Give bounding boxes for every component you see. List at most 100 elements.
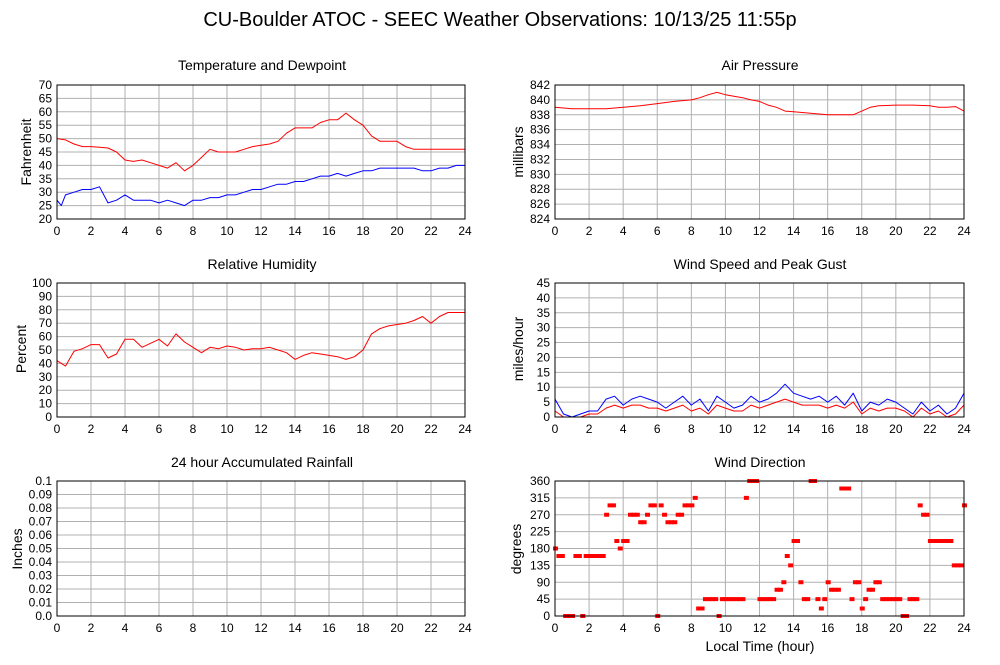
data-point: [610, 503, 616, 508]
x-tick-label: 18: [356, 422, 370, 436]
x-tick-label: 16: [322, 224, 336, 238]
y-tick-label: 0.07: [29, 515, 53, 529]
y-tick-label: 10: [537, 380, 551, 394]
y-tick-label: 20: [537, 350, 551, 364]
x-tick-label: 4: [620, 422, 627, 436]
y-tick-label: 65: [39, 91, 53, 105]
x-tick-label: 18: [855, 224, 869, 238]
x-tick-label: 22: [424, 224, 438, 238]
x-tick-label: 14: [288, 422, 302, 436]
x-tick-label: 12: [254, 422, 268, 436]
data-point: [944, 539, 950, 543]
series-line-red: [56, 312, 465, 367]
data-point: [815, 597, 821, 602]
y-tick-label: 315: [530, 491, 550, 505]
data-point: [825, 580, 831, 585]
y-tick-label: 10: [39, 397, 53, 411]
chart-title: Wind Direction: [714, 454, 805, 470]
x-axis-label: Local Time (hour): [706, 638, 815, 654]
x-tick-label: 8: [190, 621, 197, 635]
data-point: [887, 597, 893, 602]
x-tick-label: 24: [458, 224, 472, 238]
y-tick-label: 135: [530, 558, 550, 572]
y-tick-label: 828: [530, 182, 550, 196]
data-point: [880, 597, 886, 602]
data-point: [617, 546, 623, 551]
chart-title: Temperature and Dewpoint: [178, 57, 346, 73]
series-line-red: [56, 112, 465, 172]
y-axis-label: degrees: [508, 524, 524, 575]
data-point: [614, 539, 620, 543]
x-tick-label: 8: [688, 224, 695, 238]
data-point: [958, 563, 964, 568]
x-tick-label: 0: [552, 422, 559, 436]
x-tick-label: 4: [122, 422, 129, 436]
data-point: [907, 597, 913, 602]
data-point: [842, 486, 848, 491]
data-point: [948, 539, 954, 543]
data-point: [627, 512, 633, 517]
x-tick-label: 18: [356, 224, 370, 238]
data-point: [781, 580, 787, 585]
x-tick-label: 4: [122, 621, 129, 635]
data-point: [829, 587, 835, 592]
data-point: [910, 597, 916, 602]
data-point: [774, 587, 780, 592]
data-point: [771, 597, 777, 602]
data-point: [788, 563, 794, 568]
x-tick-label: 10: [719, 224, 733, 238]
y-tick-label: 0.1: [35, 474, 52, 488]
y-tick-label: 60: [39, 330, 53, 344]
y-tick-label: 842: [530, 78, 550, 92]
data-point: [914, 597, 920, 602]
page-title: CU-Boulder ATOC - SEEC Weather Observati…: [203, 9, 796, 31]
data-point: [597, 554, 603, 558]
x-tick-label: 10: [220, 422, 234, 436]
data-point: [590, 554, 596, 558]
x-tick-label: 10: [220, 621, 234, 635]
data-point: [856, 580, 862, 585]
x-tick-label: 2: [586, 422, 593, 436]
y-tick-label: 80: [39, 303, 53, 317]
y-tick-label: 0.03: [29, 569, 53, 583]
data-point: [869, 587, 875, 592]
x-tick-label: 0: [54, 224, 61, 238]
y-tick-label: 270: [530, 508, 550, 522]
data-point: [924, 512, 930, 517]
data-point: [638, 520, 644, 525]
x-tick-label: 24: [957, 621, 971, 635]
data-point: [849, 597, 855, 602]
y-tick-label: 25: [537, 336, 551, 350]
data-point: [859, 606, 865, 611]
data-point: [934, 539, 940, 543]
data-point: [805, 597, 811, 602]
data-point: [634, 512, 640, 517]
data-point: [706, 597, 712, 602]
x-tick-label: 2: [88, 422, 95, 436]
x-tick-label: 20: [390, 621, 404, 635]
data-point: [573, 554, 579, 558]
y-tick-label: 0.06: [29, 528, 53, 542]
y-tick-label: 0.04: [29, 555, 53, 569]
y-tick-label: 0.01: [29, 596, 53, 610]
y-tick-label: 0: [543, 410, 550, 424]
x-tick-label: 22: [923, 224, 937, 238]
x-tick-label: 16: [821, 422, 835, 436]
y-tick-label: 832: [530, 152, 550, 166]
y-tick-label: 0.09: [29, 488, 53, 502]
data-point: [689, 503, 695, 508]
y-axis-label: Inches: [9, 528, 25, 569]
chart-title: 24 hour Accumulated Rainfall: [171, 454, 353, 470]
data-point: [604, 512, 610, 517]
x-tick-label: 6: [654, 224, 661, 238]
x-tick-label: 20: [390, 224, 404, 238]
x-tick-label: 14: [787, 621, 801, 635]
data-point: [938, 539, 944, 543]
data-point: [556, 554, 562, 558]
x-tick-label: 24: [957, 224, 971, 238]
y-axis-label: millibars: [510, 126, 526, 177]
data-point: [662, 512, 668, 517]
data-point: [873, 580, 879, 585]
data-point: [702, 597, 708, 602]
